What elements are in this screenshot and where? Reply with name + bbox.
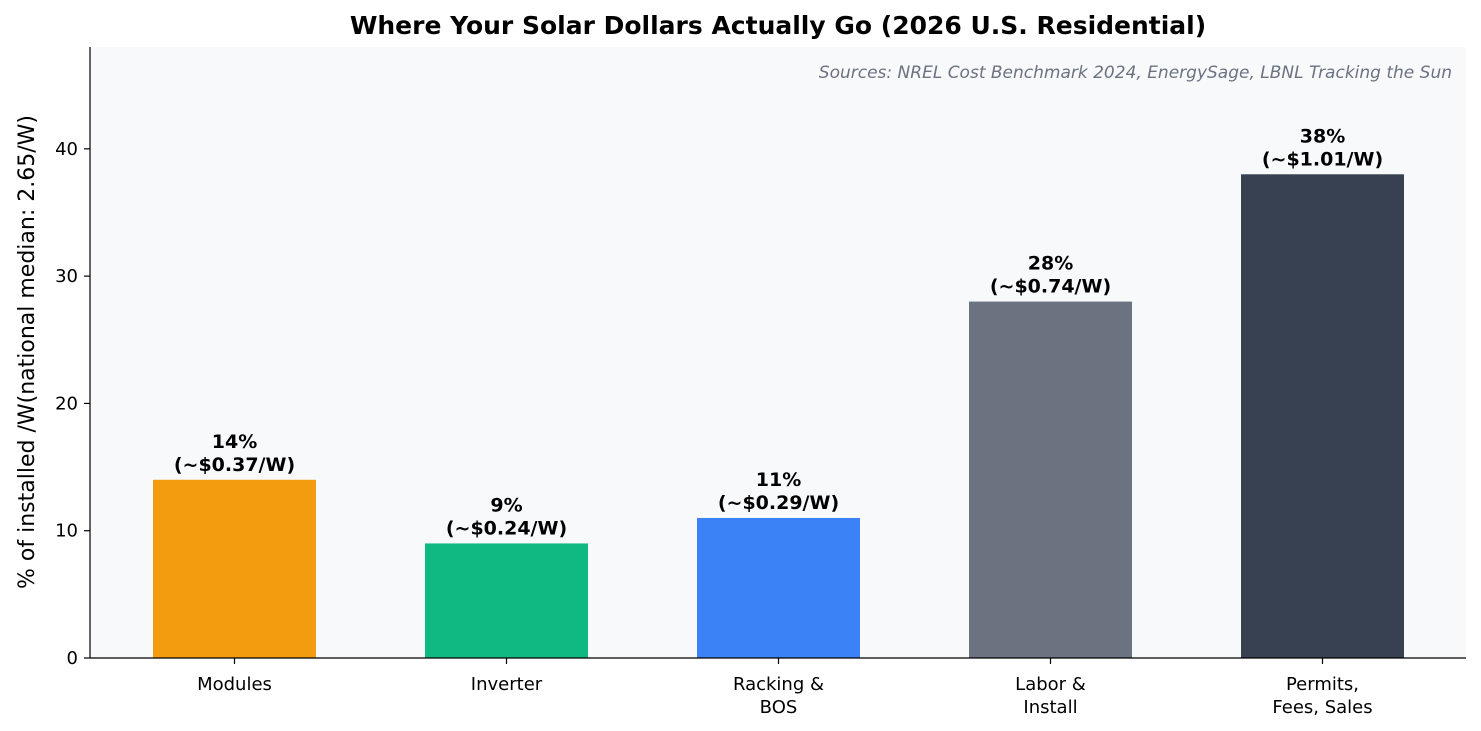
data-label-4: 38% (~$1.01/W) <box>1262 125 1383 170</box>
bar-2 <box>697 517 860 658</box>
data-label-3: 28% (~$0.74/W) <box>990 253 1111 298</box>
data-label-1: 9% (~$0.24/W) <box>446 494 567 539</box>
data-label-line: 9% <box>490 494 522 516</box>
data-labels-group: 14% (~$0.37/W) 9% (~$0.24/W) 11% (~$0.29/W) 28… <box>174 125 1383 539</box>
data-label-line: (~$0.37/W) <box>174 454 295 476</box>
x-tick-label-line: Install <box>1023 697 1077 718</box>
x-tick-label-2: Racking & BOS <box>733 674 824 718</box>
y-tick-label: 30 <box>55 266 78 287</box>
x-tick-label-4: Permits, Fees, Sales <box>1272 674 1372 718</box>
bar-0 <box>153 479 316 658</box>
data-label-line: 28% <box>1028 253 1073 275</box>
x-tick-label-line: Permits, <box>1286 674 1359 695</box>
y-axis: 0 10 20 30 40 <box>55 139 90 669</box>
sources-annotation: Sources: NREL Cost Benchmark 2024, Energ… <box>819 63 1452 83</box>
data-label-line: (~$0.74/W) <box>990 276 1111 298</box>
x-tick-label-3: Labor & Install <box>1015 674 1086 718</box>
data-label-line: 11% <box>756 469 801 491</box>
bar-4 <box>1241 174 1404 658</box>
y-tick-label: 0 <box>67 648 78 669</box>
x-tick-label-0: Modules <box>197 674 272 695</box>
x-axis: Modules Inverter Racking & BOS Labor & Instal… <box>197 658 1373 718</box>
bars-group <box>153 174 1404 658</box>
data-label-line: (~$0.29/W) <box>718 492 839 514</box>
y-tick-label: 20 <box>55 393 78 414</box>
bar-1 <box>425 543 588 658</box>
x-tick-label-line: Inverter <box>471 674 543 695</box>
x-tick-label-line: BOS <box>760 697 798 718</box>
chart-title: Where Your Solar Dollars Actually Go (20… <box>350 11 1206 40</box>
x-tick-label-line: Fees, Sales <box>1272 697 1372 718</box>
data-label-line: (~$0.24/W) <box>446 517 567 539</box>
data-label-line: 38% <box>1300 125 1345 147</box>
bar-3 <box>969 301 1132 658</box>
y-tick-label: 40 <box>55 139 78 160</box>
data-label-2: 11% (~$0.29/W) <box>718 469 839 514</box>
x-tick-label-line: Racking & <box>733 674 824 695</box>
data-label-line: 14% <box>212 431 257 453</box>
x-tick-label-1: Inverter <box>471 674 543 695</box>
y-tick-label: 10 <box>55 521 78 542</box>
x-tick-label-line: Labor & <box>1015 674 1086 695</box>
data-label-0: 14% (~$0.37/W) <box>174 431 295 476</box>
x-tick-label-line: Modules <box>197 674 272 695</box>
data-label-line: (~$1.01/W) <box>1262 148 1383 170</box>
y-axis-label: % of installed /W(national median: 2.65/… <box>15 115 40 589</box>
